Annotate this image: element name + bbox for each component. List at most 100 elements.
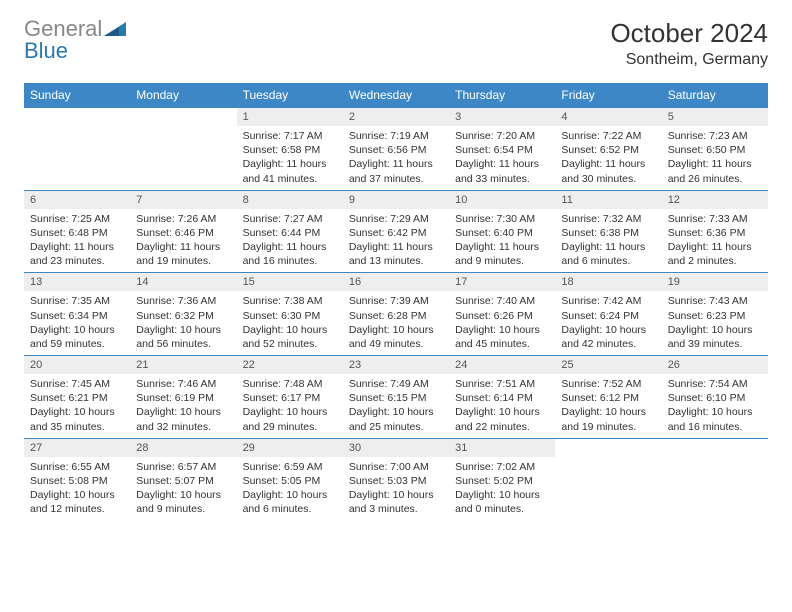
day-details: Sunrise: 7:20 AMSunset: 6:54 PMDaylight:…: [449, 126, 555, 190]
week-row: 6Sunrise: 7:25 AMSunset: 6:48 PMDaylight…: [24, 190, 768, 273]
day-number: 30: [343, 439, 449, 457]
month-title: October 2024: [610, 18, 768, 49]
day-number: 10: [449, 191, 555, 209]
day-number: 24: [449, 356, 555, 374]
day-details: Sunrise: 7:00 AMSunset: 5:03 PMDaylight:…: [343, 457, 449, 521]
logo-text-blue: Blue: [24, 38, 68, 63]
day-cell: 7Sunrise: 7:26 AMSunset: 6:46 PMDaylight…: [130, 190, 236, 273]
day-cell: 31Sunrise: 7:02 AMSunset: 5:02 PMDayligh…: [449, 438, 555, 520]
day-number: 25: [555, 356, 661, 374]
day-number: 20: [24, 356, 130, 374]
day-header: Monday: [130, 83, 236, 108]
day-details: Sunrise: 7:26 AMSunset: 6:46 PMDaylight:…: [130, 209, 236, 273]
day-cell: 28Sunrise: 6:57 AMSunset: 5:07 PMDayligh…: [130, 438, 236, 520]
day-details: Sunrise: 7:43 AMSunset: 6:23 PMDaylight:…: [662, 291, 768, 355]
day-details: Sunrise: 7:27 AMSunset: 6:44 PMDaylight:…: [237, 209, 343, 273]
week-row: 13Sunrise: 7:35 AMSunset: 6:34 PMDayligh…: [24, 273, 768, 356]
day-details: Sunrise: 7:25 AMSunset: 6:48 PMDaylight:…: [24, 209, 130, 273]
day-cell: 1Sunrise: 7:17 AMSunset: 6:58 PMDaylight…: [237, 108, 343, 191]
day-details: Sunrise: 7:19 AMSunset: 6:56 PMDaylight:…: [343, 126, 449, 190]
day-details: Sunrise: 6:55 AMSunset: 5:08 PMDaylight:…: [24, 457, 130, 521]
day-number: 28: [130, 439, 236, 457]
day-cell: 9Sunrise: 7:29 AMSunset: 6:42 PMDaylight…: [343, 190, 449, 273]
location: Sontheim, Germany: [610, 51, 768, 69]
day-number: 27: [24, 439, 130, 457]
day-header: Thursday: [449, 83, 555, 108]
day-details: Sunrise: 7:22 AMSunset: 6:52 PMDaylight:…: [555, 126, 661, 190]
day-number: 14: [130, 273, 236, 291]
day-details: Sunrise: 7:33 AMSunset: 6:36 PMDaylight:…: [662, 209, 768, 273]
day-details: Sunrise: 7:23 AMSunset: 6:50 PMDaylight:…: [662, 126, 768, 190]
day-cell: 13Sunrise: 7:35 AMSunset: 6:34 PMDayligh…: [24, 273, 130, 356]
day-cell: ..: [24, 108, 130, 191]
day-cell: 26Sunrise: 7:54 AMSunset: 6:10 PMDayligh…: [662, 356, 768, 439]
day-details: Sunrise: 7:35 AMSunset: 6:34 PMDaylight:…: [24, 291, 130, 355]
day-header: Friday: [555, 83, 661, 108]
title-block: October 2024 Sontheim, Germany: [610, 18, 768, 69]
day-details: Sunrise: 7:02 AMSunset: 5:02 PMDaylight:…: [449, 457, 555, 521]
day-number: 8: [237, 191, 343, 209]
day-cell: 27Sunrise: 6:55 AMSunset: 5:08 PMDayligh…: [24, 438, 130, 520]
day-details: Sunrise: 7:40 AMSunset: 6:26 PMDaylight:…: [449, 291, 555, 355]
day-details: Sunrise: 7:46 AMSunset: 6:19 PMDaylight:…: [130, 374, 236, 438]
day-details: Sunrise: 7:42 AMSunset: 6:24 PMDaylight:…: [555, 291, 661, 355]
day-cell: 24Sunrise: 7:51 AMSunset: 6:14 PMDayligh…: [449, 356, 555, 439]
day-number: 16: [343, 273, 449, 291]
day-number: 7: [130, 191, 236, 209]
logo: GeneralBlue: [24, 18, 126, 62]
day-number: 13: [24, 273, 130, 291]
day-number: 19: [662, 273, 768, 291]
day-cell: 6Sunrise: 7:25 AMSunset: 6:48 PMDaylight…: [24, 190, 130, 273]
day-number: 5: [662, 108, 768, 126]
day-details: Sunrise: 7:39 AMSunset: 6:28 PMDaylight:…: [343, 291, 449, 355]
day-cell: 2Sunrise: 7:19 AMSunset: 6:56 PMDaylight…: [343, 108, 449, 191]
day-details: Sunrise: 6:57 AMSunset: 5:07 PMDaylight:…: [130, 457, 236, 521]
day-number: 6: [24, 191, 130, 209]
day-number: 1: [237, 108, 343, 126]
day-cell: 21Sunrise: 7:46 AMSunset: 6:19 PMDayligh…: [130, 356, 236, 439]
day-details: Sunrise: 7:36 AMSunset: 6:32 PMDaylight:…: [130, 291, 236, 355]
day-cell: 8Sunrise: 7:27 AMSunset: 6:44 PMDaylight…: [237, 190, 343, 273]
day-cell: ..: [662, 438, 768, 520]
day-cell: 18Sunrise: 7:42 AMSunset: 6:24 PMDayligh…: [555, 273, 661, 356]
day-details: Sunrise: 7:52 AMSunset: 6:12 PMDaylight:…: [555, 374, 661, 438]
day-details: Sunrise: 7:54 AMSunset: 6:10 PMDaylight:…: [662, 374, 768, 438]
day-details: Sunrise: 6:59 AMSunset: 5:05 PMDaylight:…: [237, 457, 343, 521]
day-number: 11: [555, 191, 661, 209]
day-cell: 10Sunrise: 7:30 AMSunset: 6:40 PMDayligh…: [449, 190, 555, 273]
day-cell: 19Sunrise: 7:43 AMSunset: 6:23 PMDayligh…: [662, 273, 768, 356]
day-cell: 22Sunrise: 7:48 AMSunset: 6:17 PMDayligh…: [237, 356, 343, 439]
day-details: Sunrise: 7:32 AMSunset: 6:38 PMDaylight:…: [555, 209, 661, 273]
week-row: 20Sunrise: 7:45 AMSunset: 6:21 PMDayligh…: [24, 356, 768, 439]
day-cell: 12Sunrise: 7:33 AMSunset: 6:36 PMDayligh…: [662, 190, 768, 273]
day-header: Wednesday: [343, 83, 449, 108]
day-number: 3: [449, 108, 555, 126]
day-details: Sunrise: 7:49 AMSunset: 6:15 PMDaylight:…: [343, 374, 449, 438]
day-number: 26: [662, 356, 768, 374]
day-details: Sunrise: 7:38 AMSunset: 6:30 PMDaylight:…: [237, 291, 343, 355]
calendar-table: Sunday Monday Tuesday Wednesday Thursday…: [24, 83, 768, 520]
day-header: Tuesday: [237, 83, 343, 108]
day-number: 31: [449, 439, 555, 457]
day-details: Sunrise: 7:48 AMSunset: 6:17 PMDaylight:…: [237, 374, 343, 438]
day-header-row: Sunday Monday Tuesday Wednesday Thursday…: [24, 83, 768, 108]
day-cell: ..: [555, 438, 661, 520]
day-cell: 11Sunrise: 7:32 AMSunset: 6:38 PMDayligh…: [555, 190, 661, 273]
day-cell: 3Sunrise: 7:20 AMSunset: 6:54 PMDaylight…: [449, 108, 555, 191]
day-details: Sunrise: 7:17 AMSunset: 6:58 PMDaylight:…: [237, 126, 343, 190]
day-number: 22: [237, 356, 343, 374]
day-number: 29: [237, 439, 343, 457]
day-header: Saturday: [662, 83, 768, 108]
calendar-page: GeneralBlue October 2024 Sontheim, Germa…: [0, 0, 792, 538]
day-number: 4: [555, 108, 661, 126]
day-number: 12: [662, 191, 768, 209]
day-cell: 20Sunrise: 7:45 AMSunset: 6:21 PMDayligh…: [24, 356, 130, 439]
day-cell: 14Sunrise: 7:36 AMSunset: 6:32 PMDayligh…: [130, 273, 236, 356]
day-cell: 30Sunrise: 7:00 AMSunset: 5:03 PMDayligh…: [343, 438, 449, 520]
day-details: Sunrise: 7:51 AMSunset: 6:14 PMDaylight:…: [449, 374, 555, 438]
day-cell: 23Sunrise: 7:49 AMSunset: 6:15 PMDayligh…: [343, 356, 449, 439]
week-row: ....1Sunrise: 7:17 AMSunset: 6:58 PMDayl…: [24, 108, 768, 191]
day-cell: 25Sunrise: 7:52 AMSunset: 6:12 PMDayligh…: [555, 356, 661, 439]
day-cell: 15Sunrise: 7:38 AMSunset: 6:30 PMDayligh…: [237, 273, 343, 356]
week-row: 27Sunrise: 6:55 AMSunset: 5:08 PMDayligh…: [24, 438, 768, 520]
